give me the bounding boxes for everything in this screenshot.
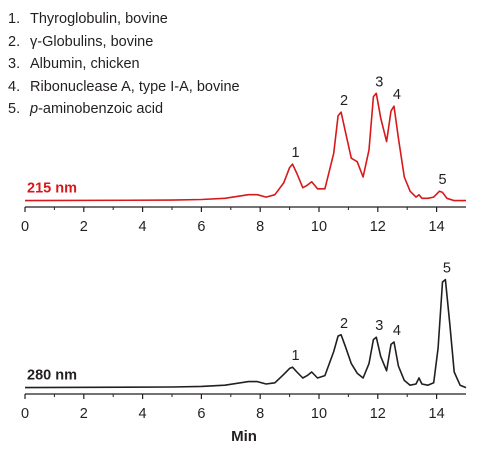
- peak-label: 2: [340, 316, 348, 332]
- legend-item: 3. Albumin, chicken: [8, 53, 240, 76]
- x-tick-label: 6: [197, 219, 205, 235]
- peak-label: 3: [375, 318, 383, 334]
- legend-item-label: Ribonuclease A, type I-A, bovine: [30, 78, 240, 95]
- legend-item: 4. Ribonuclease A, type I-A, bovine: [8, 76, 240, 99]
- x-tick-label: 8: [256, 406, 264, 422]
- legend-item-italic-prefix: p: [30, 101, 39, 117]
- x-axis-title: Min: [231, 428, 257, 445]
- x-tick-label: 0: [21, 406, 29, 422]
- peak-label: 5: [443, 261, 451, 277]
- legend-item-label: Thyroglobulin, bovine: [30, 11, 168, 27]
- peak-label: 4: [393, 87, 401, 103]
- x-tick-label: 8: [256, 219, 264, 235]
- legend-item-label: Albumin, chicken: [30, 56, 140, 72]
- peak-label: 5: [439, 172, 447, 188]
- x-tick-label: 10: [311, 406, 327, 422]
- legend-item: 5. p-aminobenzoic acid: [8, 98, 240, 121]
- x-tick-label: 6: [197, 406, 205, 422]
- legend-item-label: -aminobenzoic acid: [38, 101, 164, 117]
- legend-item-number: 2.: [8, 33, 21, 50]
- x-tick-label: 12: [370, 219, 386, 235]
- series-line-1: [24, 278, 467, 389]
- x-tick-label: 2: [80, 406, 88, 422]
- series-label: 280 nm: [27, 368, 77, 384]
- x-tick-label: 14: [429, 406, 445, 422]
- x-tick-label: 0: [21, 219, 29, 235]
- peak-label: 1: [292, 348, 300, 364]
- legend-item-number: 1.: [8, 11, 21, 27]
- series-label: 215 nm: [27, 181, 77, 197]
- legend-item-label: γ-Globulins, bovine: [30, 33, 154, 50]
- x-tick-label: 4: [139, 219, 147, 235]
- legend-item: 2. γ-Globulins, bovine: [8, 31, 240, 54]
- legend-item-number: 4.: [8, 78, 21, 95]
- legend-item-number: 3.: [8, 56, 21, 72]
- peak-label: 3: [375, 74, 383, 90]
- peak-label: 1: [292, 145, 300, 161]
- legend-item-number: 5.: [8, 101, 21, 117]
- x-tick-label: 14: [429, 219, 445, 235]
- x-tick-label: 2: [80, 219, 88, 235]
- series-line-0: [24, 92, 466, 202]
- x-tick-label: 4: [139, 406, 147, 422]
- peak-label: 4: [393, 323, 401, 339]
- legend-item: 1. Thyroglobulin, bovine: [8, 8, 240, 31]
- legend: 1. Thyroglobulin, bovine 2. γ-Globulins, bo…: [8, 8, 240, 121]
- x-tick-label: 10: [311, 219, 327, 235]
- peak-label: 2: [340, 93, 348, 109]
- x-tick-label: 12: [370, 406, 386, 422]
